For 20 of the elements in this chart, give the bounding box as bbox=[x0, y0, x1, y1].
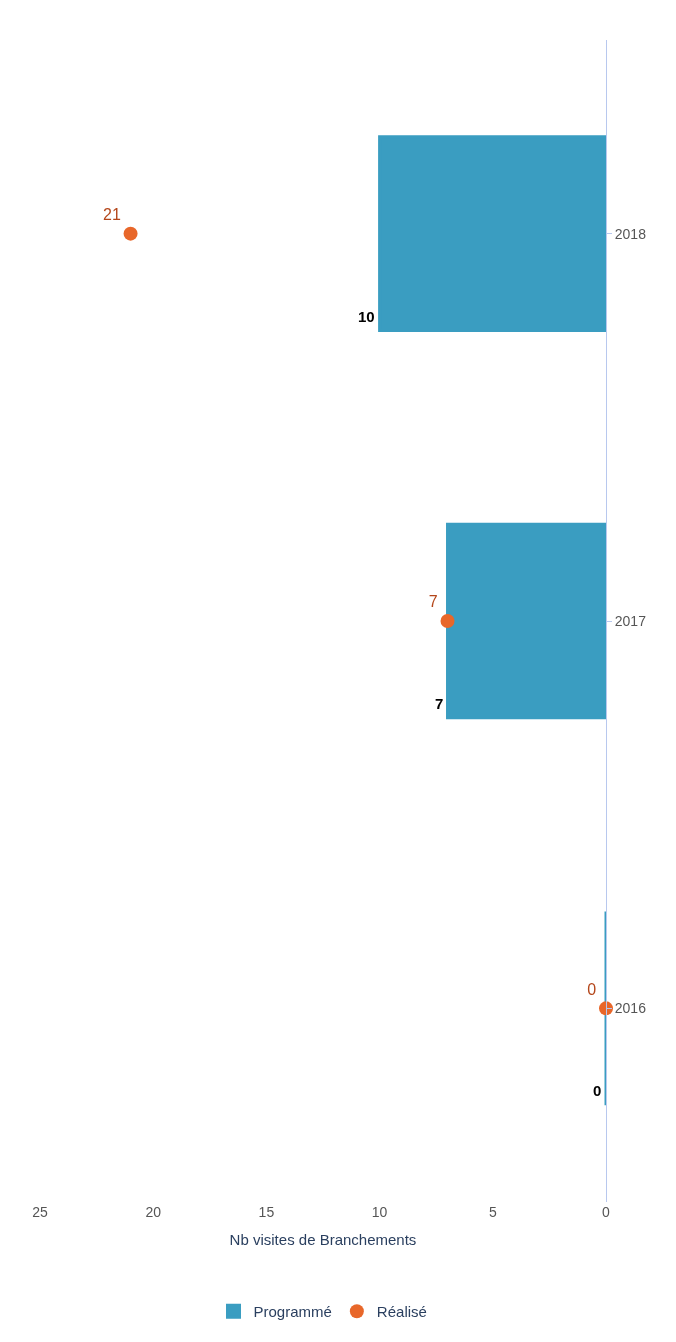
x-tick-label: 15 bbox=[258, 1204, 275, 1220]
bar bbox=[446, 522, 606, 720]
y-tick-label: 2018 bbox=[614, 225, 647, 242]
data-label: 0 bbox=[587, 980, 597, 998]
y-tick-label: 2017 bbox=[614, 612, 647, 629]
x-tick-label: 0 bbox=[602, 1204, 611, 1220]
data-label: 7 bbox=[435, 695, 444, 712]
data-label: 7 bbox=[428, 593, 438, 611]
x-axis-title: Nb visites de Branchements bbox=[229, 1231, 417, 1248]
legend-label: Réalisé bbox=[376, 1303, 427, 1321]
data-label: 21 bbox=[103, 205, 121, 223]
data-label: 0 bbox=[593, 1082, 602, 1099]
legend-label: Programmé bbox=[253, 1303, 332, 1321]
x-tick-label: 20 bbox=[145, 1204, 162, 1220]
x-tick-label: 5 bbox=[488, 1204, 497, 1220]
y-tick-label: 2016 bbox=[614, 1000, 647, 1017]
x-tick-label: 10 bbox=[371, 1204, 388, 1220]
data-label: 10 bbox=[358, 308, 375, 325]
bar bbox=[378, 135, 606, 332]
x-tick-label: 25 bbox=[32, 1204, 48, 1220]
